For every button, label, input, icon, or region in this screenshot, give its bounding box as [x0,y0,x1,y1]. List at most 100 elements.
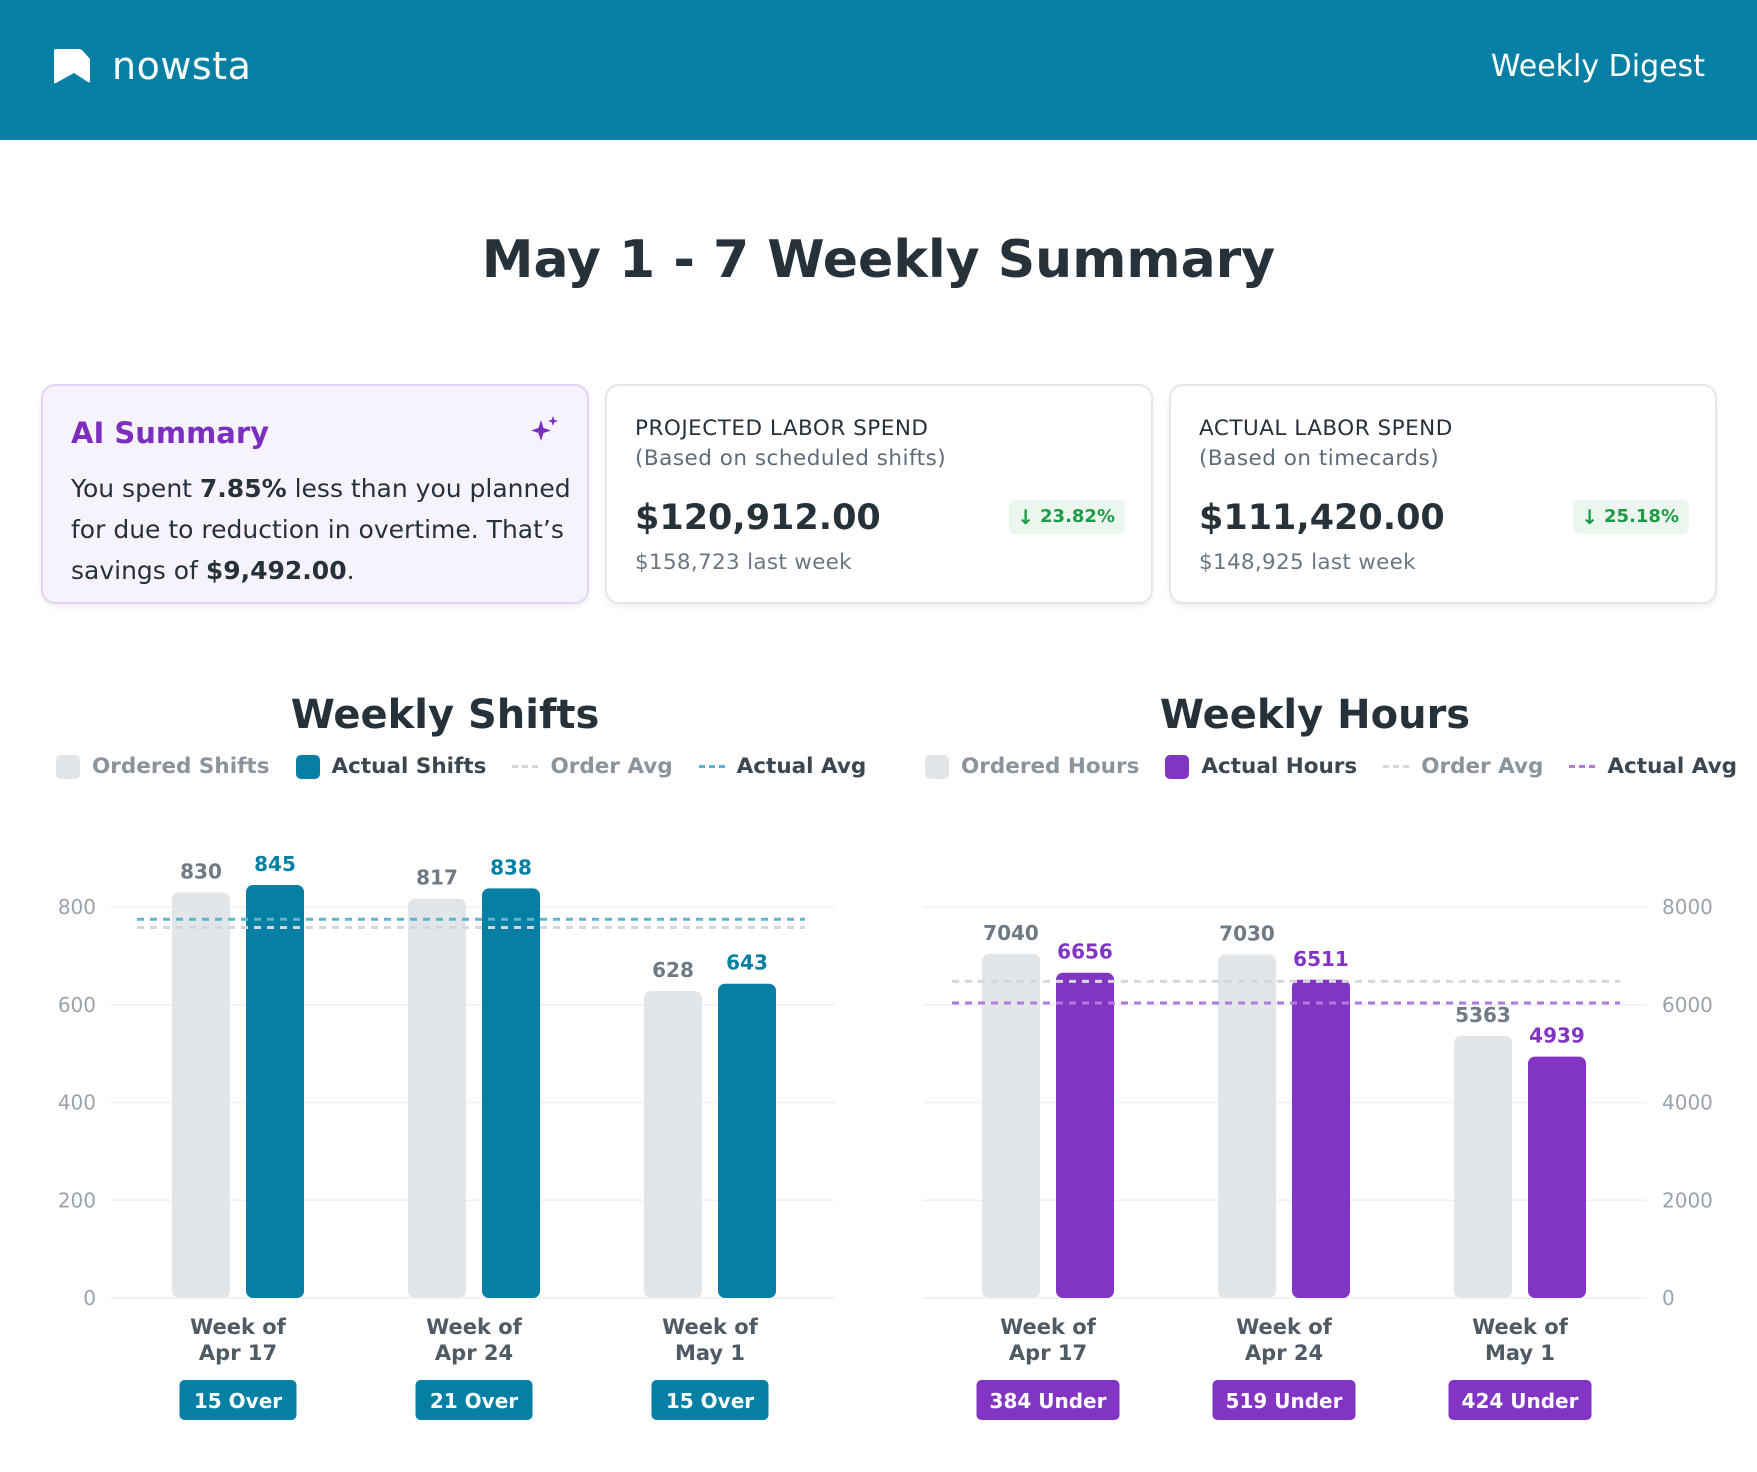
x-tick-label: Apr 17 [199,1341,277,1365]
actual-change-value: 25.18% [1604,506,1679,527]
actual-labor-title: ACTUAL LABOR SPEND [1199,416,1453,441]
x-tick-label: Week of [426,1315,523,1339]
ordered-bar [1454,1035,1512,1298]
weekly-hours-title: Weekly Hours [1159,692,1471,738]
projected-last-week: $158,723 last week [635,550,852,575]
variance-badge-label: 15 Over [666,1389,754,1413]
actual-bar [718,983,776,1298]
weekly-shifts-title: Weekly Shifts [290,692,600,738]
legend-actual-avg[interactable]: Actual Avg [1569,754,1737,779]
bar-value-label: 628 [652,958,694,982]
legend-order-avg[interactable]: Order Avg [512,754,673,779]
bar-value-label: 845 [254,852,296,876]
bar-value-label: 830 [180,859,222,883]
x-tick-label: Week of [190,1315,287,1339]
y-tick-label: 8000 [1662,895,1713,919]
bar-value-label: 838 [490,855,532,879]
ordered-bar [982,953,1040,1298]
page-title: May 1 - 7 Weekly Summary [481,230,1276,290]
bar-value-label: 5363 [1455,1003,1511,1027]
ai-summary-title: AI Summary [71,416,270,450]
legend-swatch [1165,754,1190,779]
actual-change-badge: ↓ 25.18% [1573,500,1689,534]
legend-dash [1569,765,1596,768]
x-tick-label: Week of [662,1315,759,1339]
sparkle-icon [531,416,558,441]
variance-badge-label: 384 Under [990,1389,1107,1413]
x-tick-label: May 1 [1485,1341,1555,1365]
legend-swatch [295,754,320,779]
projected-labor-subtitle: (Based on scheduled shifts) [635,446,947,471]
variance-badge [651,1380,769,1420]
legend-dash [698,765,725,768]
variance-badge [415,1380,533,1420]
weekly-hours-legend: Ordered Hours Actual Hours Order Avg Act… [925,754,1757,779]
arrow-down-icon: ↓ [1581,505,1599,529]
bar-value-label: 817 [416,866,458,890]
bar-value-label: 4939 [1529,1024,1585,1048]
legend-order-avg[interactable]: Order Avg [1383,754,1543,779]
actual-bar [1528,1056,1586,1298]
actual-bar [246,885,304,1298]
legend-dash [1383,765,1410,768]
ordered-bar [644,991,702,1298]
legend-actual-avg[interactable]: Actual Avg [698,754,866,779]
ai-summary-card: AI Summary You spent 7.85% less than you… [41,384,589,604]
header-bar: nowsta Weekly Digest [0,0,1757,140]
projected-labor-title: PROJECTED LABOR SPEND [635,416,929,441]
y-tick-label: 0 [83,1286,96,1310]
variance-badge-label: 519 Under [1226,1389,1343,1413]
y-tick-label: 0 [1662,1286,1675,1310]
variance-badge [1212,1380,1356,1420]
bar-value-label: 7030 [1219,921,1275,945]
ordered-bar [172,892,230,1298]
variance-badge [1448,1380,1592,1420]
legend-ordered-shifts[interactable]: Ordered Shifts [56,754,270,779]
bar-value-label: 7040 [983,921,1039,945]
variance-badge-label: 21 Over [430,1389,518,1413]
bar-value-label: 643 [726,951,768,975]
x-tick-label: Week of [1000,1315,1097,1339]
legend-swatch [925,754,949,779]
header-title: Weekly Digest [1490,49,1705,84]
y-tick-label: 800 [58,895,96,919]
bar-value-label: 6511 [1293,947,1349,971]
actual-labor-subtitle: (Based on timecards) [1199,446,1440,471]
variance-badge-label: 424 Under [1462,1389,1579,1413]
legend-actual-hours[interactable]: Actual Hours [1165,754,1357,779]
y-tick-label: 200 [58,1188,96,1212]
actual-labor-card: ACTUAL LABOR SPEND (Based on timecards) … [1169,384,1717,604]
legend-dash [512,765,539,768]
ordered-bar [1218,954,1276,1298]
bar-value-label: 6656 [1057,940,1113,964]
x-tick-label: May 1 [675,1341,745,1365]
actual-bar [1292,979,1350,1298]
weekly-shifts-legend: Ordered Shifts Actual Shifts Order Avg A… [56,754,892,779]
variance-badge [976,1380,1120,1420]
y-tick-label: 600 [58,993,96,1017]
x-tick-label: Apr 24 [435,1341,513,1365]
legend-ordered-hours[interactable]: Ordered Hours [925,754,1139,779]
y-tick-label: 4000 [1662,1091,1713,1115]
legend-swatch [56,754,80,779]
x-tick-label: Week of [1472,1315,1569,1339]
x-tick-label: Week of [1236,1315,1333,1339]
projected-change-value: 23.82% [1040,506,1115,527]
legend-actual-shifts[interactable]: Actual Shifts [295,754,486,779]
savings-highlight: $9,492.00 [205,556,347,585]
ordered-bar [408,898,466,1298]
actual-labor-amount: $111,420.00 [1199,498,1445,538]
actual-bar [1056,972,1114,1298]
actual-bar [482,888,540,1298]
variance-badge-label: 15 Over [194,1389,282,1413]
nowsta-logo-icon [54,49,90,84]
x-tick-label: Apr 24 [1245,1341,1323,1365]
projected-labor-card: PROJECTED LABOR SPEND (Based on schedule… [605,384,1153,604]
projected-change-badge: ↓ 23.82% [1009,500,1125,534]
logo[interactable]: nowsta [52,46,251,86]
x-tick-label: Apr 17 [1009,1341,1087,1365]
y-tick-label: 2000 [1662,1188,1713,1212]
ai-summary-text: You spent 7.85% less than you planned fo… [71,474,571,585]
variance-badge [179,1380,297,1420]
